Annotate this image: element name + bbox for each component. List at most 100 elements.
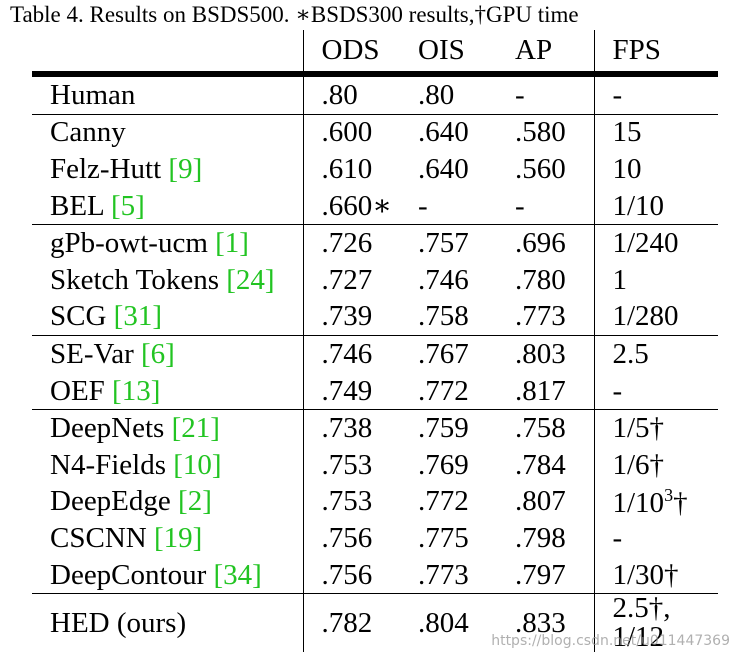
- table-row: CSCNN [19] .756.775.798-: [32, 520, 718, 557]
- ods-value: .738: [302, 409, 400, 447]
- ap-value: .780: [515, 263, 566, 296]
- method-name: CSCNN [19]: [32, 520, 303, 557]
- fps-value: 1/280: [593, 298, 718, 337]
- fps-value: 1/30†: [593, 556, 718, 594]
- citation-link[interactable]: [31]: [113, 300, 162, 333]
- ap-value: .797: [515, 558, 566, 591]
- fps-value: 1: [593, 261, 718, 299]
- citation-link[interactable]: [24]: [226, 263, 275, 296]
- method-name: DeepContour [34]: [32, 557, 303, 594]
- ois-value: .640: [418, 152, 469, 185]
- fps-dagger: †: [673, 486, 688, 519]
- fps-value-ours: 2.5†, 1/12: [593, 593, 718, 654]
- fps-value: 1/10: [593, 187, 718, 226]
- method-name: Canny: [32, 114, 303, 151]
- fps-text: 1: [612, 263, 628, 296]
- ods-value: .726: [302, 224, 400, 262]
- citation-link[interactable]: [9]: [168, 152, 203, 185]
- fps-value: 1/5†: [593, 409, 718, 447]
- ois-value: .80: [400, 74, 497, 115]
- ods-value: .660∗: [302, 187, 400, 226]
- ods-value: .600: [302, 114, 400, 152]
- table-row: Sketch Tokens [24] .727 .746 .780 1: [32, 261, 718, 299]
- method-label: N4-Fields: [50, 448, 174, 481]
- ois-value: .775: [418, 521, 469, 554]
- method-label: CSCNN: [50, 521, 154, 554]
- citation-link[interactable]: [1]: [215, 227, 249, 260]
- method-label: BEL: [50, 189, 111, 222]
- fps-value: -: [593, 372, 718, 411]
- fps-value: 1/240: [593, 224, 718, 262]
- citation-link[interactable]: [2]: [178, 485, 212, 518]
- ap-value-ours: .833: [497, 593, 594, 653]
- citation-link[interactable]: [19]: [153, 521, 203, 554]
- header-row: ODS OIS AP FPS: [32, 30, 718, 77]
- ap-value: .798: [515, 521, 566, 554]
- ap-value: .580: [515, 116, 566, 149]
- table-row: DeepContour [34] .756.773.797 1/30†: [32, 556, 718, 594]
- table-row: SCG [31] .739.758.773 1/280: [32, 298, 718, 337]
- ods-value: .753: [302, 446, 400, 484]
- method-name: SCG [31]: [32, 298, 303, 337]
- citation-link[interactable]: [5]: [110, 189, 145, 222]
- fps-text: 1/5†: [612, 412, 665, 445]
- method-name: OEF [13]: [32, 372, 303, 411]
- ois-value-ours: .804: [400, 593, 497, 653]
- ap-value: .784: [515, 448, 566, 481]
- fps-text: 1/6†: [612, 448, 665, 481]
- citation-link[interactable]: [13]: [112, 374, 161, 407]
- method-name-ours: HED (ours): [32, 593, 303, 653]
- table-row: Felz-Hutt [9] .610.640.560 10: [32, 151, 718, 188]
- watermark: https://blog.csdn.net/u011447369: [491, 633, 730, 649]
- ap-value: .773: [497, 298, 594, 337]
- ois-value: .746: [418, 263, 469, 296]
- fps-value: -: [593, 74, 718, 115]
- method-label: Canny: [50, 116, 126, 149]
- ois-value: .767: [418, 337, 469, 370]
- table-row: gPb-owt-ucm [1] .726.757.696 1/240: [32, 224, 718, 262]
- fps-text: 1/10: [612, 189, 665, 222]
- header-method: [32, 30, 303, 77]
- ods-value: .739: [302, 298, 400, 337]
- method-label: DeepContour: [50, 558, 214, 591]
- ois-value: .773: [418, 558, 469, 591]
- table-row: N4-Fields [10] .753.769.784 1/6†: [32, 446, 718, 484]
- table-row: Human .80.80- -: [32, 74, 718, 115]
- method-name: DeepEdge [2]: [32, 484, 303, 521]
- fps-value: 2.5: [593, 335, 718, 373]
- fps-line-2: 1/12: [612, 621, 665, 654]
- method-label: DeepNets: [50, 412, 172, 445]
- ap-value: -: [497, 187, 594, 226]
- fps-value: 15: [593, 114, 718, 152]
- ods-value: .756: [302, 520, 400, 557]
- ods-value: .727: [302, 261, 400, 299]
- method-name: Sketch Tokens [24]: [32, 262, 303, 299]
- method-label: Human: [50, 78, 136, 111]
- fps-text: 2.5: [612, 337, 649, 370]
- ap-value: .696: [515, 227, 566, 260]
- fps-exponent: 3: [664, 484, 674, 505]
- citation-link[interactable]: [6]: [141, 337, 175, 370]
- ap-value: .807: [515, 485, 566, 518]
- table-row: OEF [13] .749.772.817-: [32, 372, 718, 411]
- fps-text: -: [612, 374, 623, 407]
- ods-value: .753: [302, 483, 400, 521]
- header-ap: AP: [497, 30, 594, 77]
- citation-link[interactable]: [34]: [213, 558, 262, 591]
- table-caption: Table 4. Results on BSDS500. ∗BSDS300 re…: [10, 2, 579, 27]
- ap-value: .560: [515, 152, 566, 185]
- ois-value: .759: [418, 412, 469, 445]
- ap-value: -: [497, 74, 594, 115]
- citation-link[interactable]: [21]: [171, 412, 220, 445]
- citation-link[interactable]: [10]: [173, 448, 222, 481]
- fps-text: -: [612, 521, 623, 554]
- table-row: Canny .600 .640 .580 15: [32, 114, 718, 152]
- method-name: BEL [5]: [32, 187, 303, 226]
- header-ois: OIS: [400, 30, 497, 77]
- results-table: ODS OIS AP FPS Human .80.80- - Canny .600.64…: [32, 30, 718, 654]
- ois-value: -: [400, 187, 497, 226]
- ap-value: .803: [515, 337, 566, 370]
- method-name: SE-Var [6]: [32, 336, 303, 373]
- fps-text: 1/280: [612, 300, 679, 333]
- method-name: DeepNets [21]: [32, 410, 303, 447]
